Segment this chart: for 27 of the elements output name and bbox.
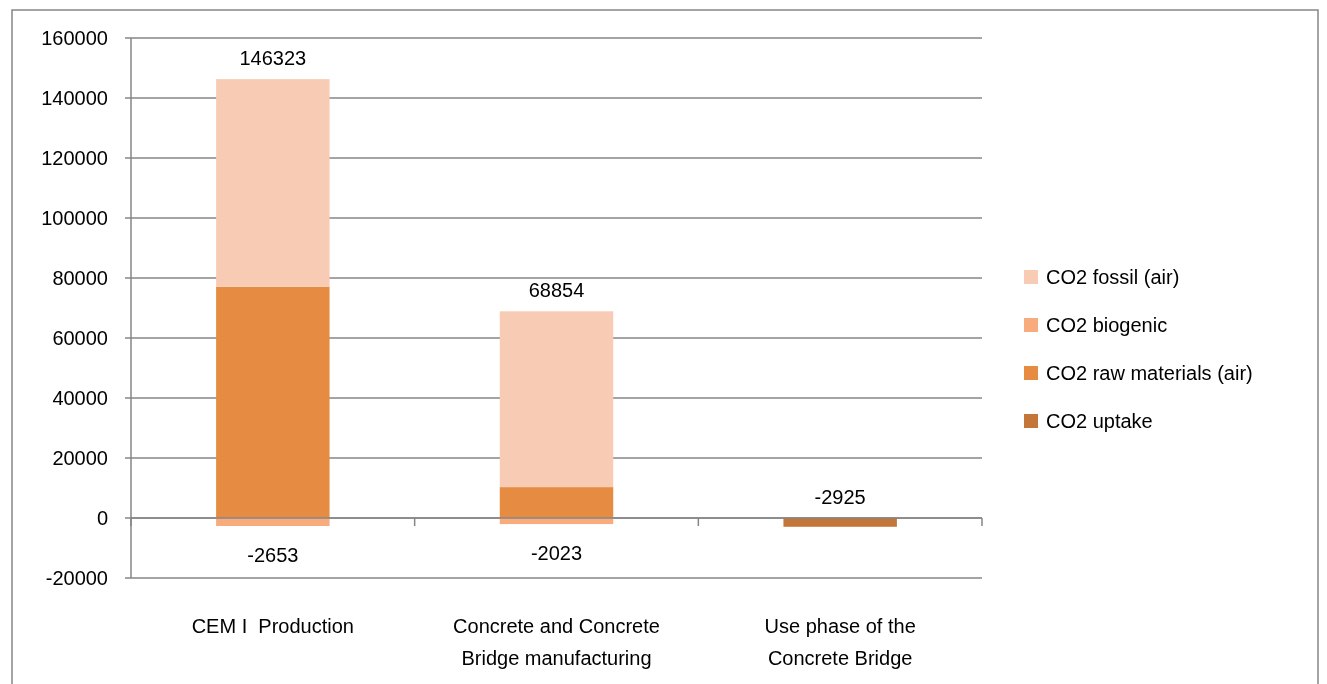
x-tick-label: CEM I Production (191, 615, 354, 637)
bar (216, 286, 330, 518)
y-tick-label: 0 (96, 507, 108, 529)
annotation: 146323 (239, 47, 307, 70)
y-tick-label: 100000 (41, 207, 108, 229)
bar (499, 311, 614, 488)
y-tick-label: 120000 (41, 147, 108, 169)
y-tick-label: 80000 (52, 267, 108, 289)
y-tick-label: 140000 (41, 87, 108, 109)
legend-label: CO2 raw materials (air) (1046, 362, 1253, 384)
y-tick-label: 20000 (52, 447, 108, 469)
y-tick-label: 40000 (52, 387, 108, 409)
legend-label: CO2 uptake (1046, 410, 1153, 432)
bar (783, 518, 897, 527)
data-label: -2023 (530, 542, 583, 565)
bar (499, 487, 614, 518)
x-tick-label: Concrete and Concrete Bridge manufacturing (453, 615, 660, 669)
annotation: 68854 (528, 279, 585, 302)
legend-label: CO2 biogenic (1046, 314, 1168, 336)
y-tick-label: 160000 (41, 27, 108, 49)
y-tick-label: 60000 (52, 327, 108, 349)
data-label: -2653 (247, 543, 299, 566)
x-tick-label: Use phase of the Concrete Bridge (764, 615, 916, 669)
bar (216, 79, 330, 287)
annotation: -2925 (814, 486, 866, 508)
y-tick-label: -20000 (45, 567, 108, 589)
legend-label: CO2 fossil (air) (1046, 266, 1180, 288)
